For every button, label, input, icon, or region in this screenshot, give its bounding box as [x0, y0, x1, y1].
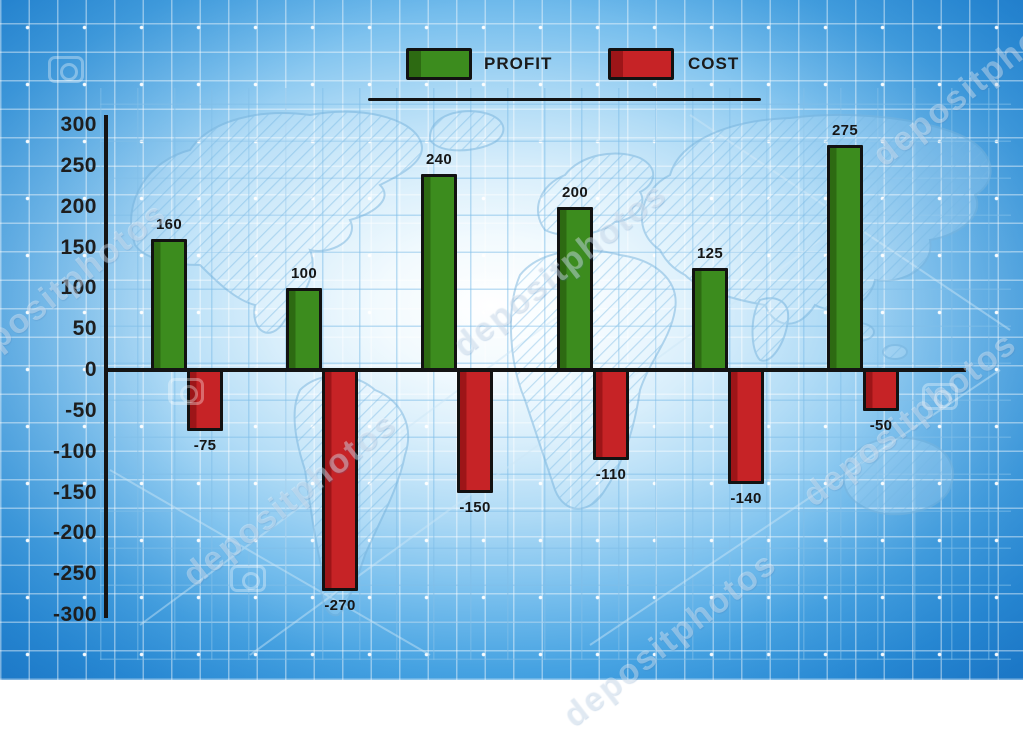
y-axis-line: [104, 115, 108, 618]
legend-swatch-profit: [406, 48, 472, 80]
y-tick-label: -250: [52, 562, 97, 585]
cost-bar: [187, 368, 223, 431]
legend-swatch-cost: [608, 48, 674, 80]
legend: PROFIT COST: [0, 46, 1023, 86]
cost-bar: [322, 368, 358, 591]
cost-bar: [863, 368, 899, 411]
profit-value-label: 275: [832, 122, 858, 139]
profit-value-label: 125: [697, 245, 723, 262]
cost-bar: [728, 368, 764, 484]
y-tick-label: -100: [52, 440, 97, 463]
profit-bar: [421, 174, 457, 372]
y-tick-label: 0: [84, 358, 97, 381]
profit-bar: [151, 239, 187, 372]
y-tick-label: -300: [52, 603, 97, 626]
profit-bar: [557, 207, 593, 372]
legend-underline: [368, 98, 761, 101]
cost-bar: [457, 368, 493, 493]
cost-value-label: -110: [595, 466, 627, 483]
cost-value-label: -150: [459, 499, 491, 516]
cost-value-label: -270: [324, 597, 356, 614]
y-tick-label: 200: [60, 195, 97, 218]
y-tick-label: 100: [60, 276, 97, 299]
y-tick-label: -150: [52, 481, 97, 504]
legend-label-cost: COST: [688, 54, 740, 73]
y-tick-label: 250: [60, 154, 97, 177]
profit-value-label: 100: [291, 265, 317, 282]
profit-bar: [286, 288, 322, 372]
legend-label-profit: PROFIT: [484, 54, 553, 73]
y-tick-label: 300: [60, 113, 97, 136]
y-tick-label: 50: [72, 317, 97, 340]
profit-value-label: 200: [562, 184, 588, 201]
profit-value-label: 160: [156, 216, 182, 233]
continents-sketch: [130, 110, 992, 617]
y-tick-label: -200: [52, 521, 97, 544]
y-tick-label: -50: [65, 399, 97, 422]
x-axis-baseline: [104, 368, 966, 372]
cost-value-label: -75: [193, 437, 217, 454]
profit-bar: [692, 268, 728, 372]
y-tick-label: 150: [60, 236, 97, 259]
cost-value-label: -140: [730, 490, 762, 507]
profit-bar: [827, 145, 863, 372]
profit-value-label: 240: [426, 151, 452, 168]
cost-bar: [593, 368, 629, 460]
world-map-sketch: [109, 110, 1011, 656]
cost-value-label: -50: [869, 417, 893, 434]
